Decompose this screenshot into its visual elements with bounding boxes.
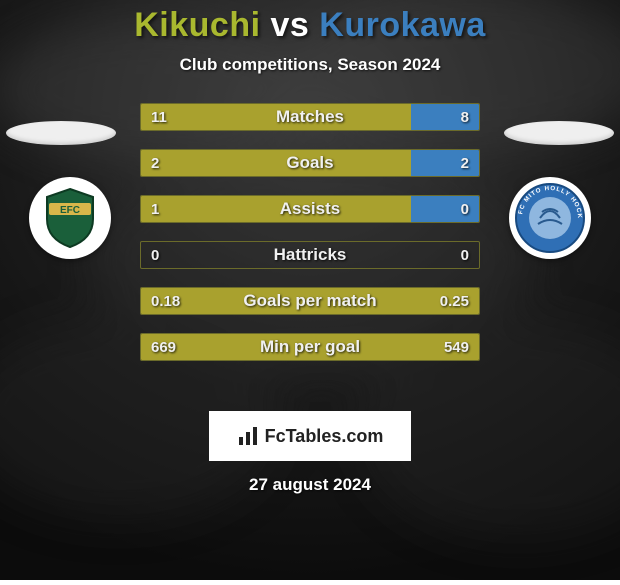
stat-row: Goals per match0.180.25 xyxy=(140,287,480,315)
bar-left xyxy=(141,150,411,176)
stage: EFC FC MITO HOLLY HOCK Matches11 xyxy=(0,103,620,403)
subtitle: Club competitions, Season 2024 xyxy=(0,55,620,75)
stat-label: Hattricks xyxy=(141,242,479,268)
bar-left xyxy=(141,104,411,130)
content: Kikuchi vs Kurokawa Club competitions, S… xyxy=(0,0,620,580)
title-player1: Kikuchi xyxy=(134,6,260,44)
stat-value-left: 0 xyxy=(151,242,159,268)
stat-row: Matches118 xyxy=(140,103,480,131)
date-text: 27 august 2024 xyxy=(0,475,620,495)
bar-right xyxy=(411,196,479,222)
bar-right xyxy=(411,150,479,176)
stat-row: Assists10 xyxy=(140,195,480,223)
fctables-watermark: FcTables.com xyxy=(209,411,411,461)
fctables-text: FcTables.com xyxy=(265,426,384,447)
bar-left xyxy=(141,288,479,314)
mito-hollyhock-badge: FC MITO HOLLY HOCK xyxy=(509,177,591,259)
svg-text:EFC: EFC xyxy=(60,205,80,216)
spotlight-ellipse-right xyxy=(504,121,614,145)
stat-row: Hattricks0 0 xyxy=(140,241,480,269)
title-vs: vs xyxy=(271,6,320,44)
bar-left xyxy=(141,334,479,360)
stat-value-right: 0 xyxy=(461,242,469,268)
ehime-fc-badge: EFC xyxy=(29,177,111,259)
bars-icon xyxy=(237,425,259,447)
comparison-bars: Matches118 Goals22 Assists10 Hattricks0 0 Goa… xyxy=(140,103,480,379)
bar-left xyxy=(141,196,411,222)
bar-right xyxy=(411,104,479,130)
ehime-fc-badge-icon: EFC xyxy=(35,183,105,253)
mito-hollyhock-badge-icon: FC MITO HOLLY HOCK xyxy=(512,180,588,256)
stat-row: Min per goal669549 xyxy=(140,333,480,361)
page-title: Kikuchi vs Kurokawa xyxy=(0,6,620,45)
title-player2: Kurokawa xyxy=(319,6,486,44)
stat-row: Goals22 xyxy=(140,149,480,177)
spotlight-ellipse-left xyxy=(6,121,116,145)
